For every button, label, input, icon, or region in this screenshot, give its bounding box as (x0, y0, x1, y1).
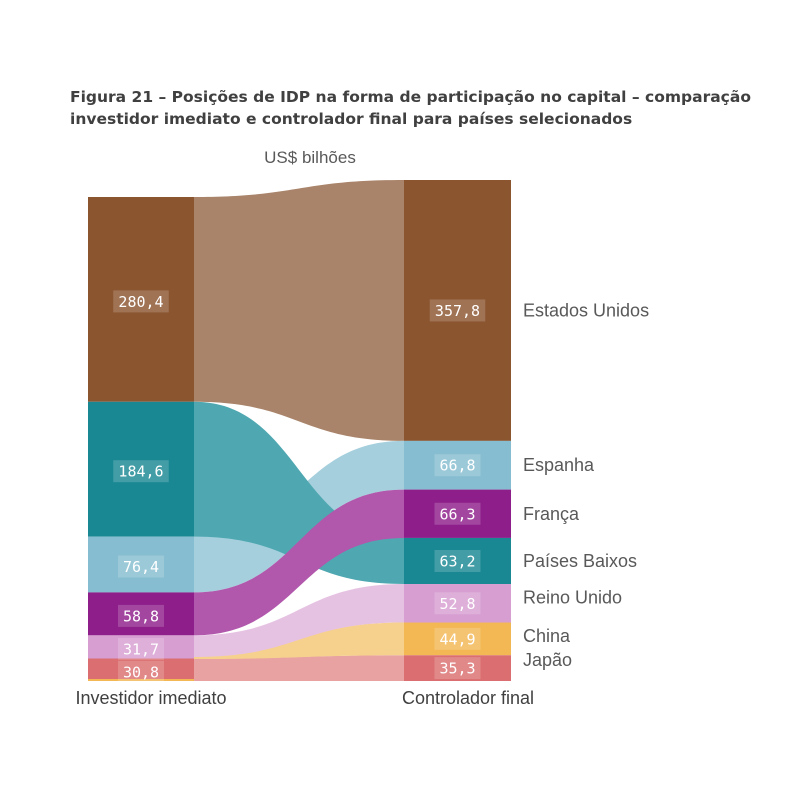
left-nodes (88, 197, 194, 681)
left-value-espanha-bg (118, 555, 164, 578)
figure-title-line-2: investidor imediato e controlador final … (70, 110, 633, 128)
right-value-franca-bg (434, 502, 481, 525)
figure-title: Figura 21 – Posições de IDP na forma de … (70, 86, 770, 130)
left-node-paises-baixos (88, 401, 194, 537)
right-value-paises-baixos: 63,2 (439, 552, 475, 570)
right-value-china-bg (434, 627, 481, 650)
left-node-china (88, 679, 194, 681)
right-value-japao-bg (434, 657, 481, 680)
left-value-reino-unido-bg (118, 637, 164, 660)
left-value-japao-bg (118, 660, 164, 683)
right-node-estados-unidos (404, 180, 511, 441)
left-node-franca (88, 592, 194, 636)
right-node-espanha (404, 440, 511, 490)
link-franca (194, 489, 404, 636)
right-value-espanha-bg (434, 454, 481, 477)
right-value-espanha: 66,8 (439, 457, 475, 475)
left-axis-label: Investidor imediato (75, 688, 226, 708)
right-value-china: 44,9 (439, 630, 475, 648)
left-value-japao: 30,8 (123, 663, 159, 681)
right-node-paises-baixos (404, 537, 511, 585)
left-node-japao (88, 658, 194, 681)
left-value-reino-unido: 31,7 (123, 640, 159, 658)
country-label-japao: Japão (523, 650, 572, 670)
link-china (194, 622, 404, 659)
unit-label: US$ bilhões (264, 148, 356, 167)
right-value-reino-unido: 52,8 (439, 595, 475, 613)
left-node-espanha (88, 536, 194, 593)
figure-title-line-1: Figura 21 – Posições de IDP na forma de … (70, 88, 751, 106)
country-label-china: China (523, 626, 571, 646)
left-node-reino-unido (88, 635, 194, 659)
country-label-reino-unido: Reino Unido (523, 587, 622, 607)
right-value-estados-unidos-bg (429, 299, 486, 322)
link-japao (194, 655, 404, 681)
left-value-espanha: 76,4 (123, 558, 159, 576)
right-value-japao: 35,3 (439, 660, 475, 678)
link-estados-unidos (194, 180, 404, 441)
left-value-estados-unidos: 280,4 (118, 293, 163, 311)
left-value-paises-baixos: 184,6 (118, 463, 163, 481)
link-reino-unido (194, 584, 404, 659)
right-node-reino-unido (404, 584, 511, 623)
country-label-estados-unidos: Estados Unidos (523, 300, 649, 320)
right-nodes (404, 180, 511, 681)
right-axis-label: Controlador final (402, 688, 534, 708)
left-value-franca: 58,8 (123, 607, 159, 625)
left-value-estados-unidos-bg (113, 290, 169, 313)
left-value-paises-baixos-bg (113, 460, 169, 483)
right-node-china (404, 622, 511, 656)
sankey-links (194, 180, 404, 681)
country-label-paises-baixos: Países Baixos (523, 551, 637, 571)
right-node-japao (404, 655, 511, 681)
left-value-franca-bg (118, 604, 164, 627)
country-label-franca: França (523, 504, 580, 524)
country-label-espanha: Espanha (523, 455, 595, 475)
right-value-reino-unido-bg (434, 592, 481, 615)
left-node-estados-unidos (88, 197, 194, 402)
right-value-estados-unidos: 357,8 (435, 302, 480, 320)
country-labels: Estados Unidos Espanha França Países Baixos… (523, 300, 649, 670)
right-value-franca: 66,3 (439, 505, 475, 523)
value-labels: 280,4 184,6 76,4 58,8 31,7 30,8 357,8 66,8 66,3 6… (113, 290, 486, 683)
right-node-franca (404, 489, 511, 538)
right-value-paises-baixos-bg (434, 549, 481, 572)
